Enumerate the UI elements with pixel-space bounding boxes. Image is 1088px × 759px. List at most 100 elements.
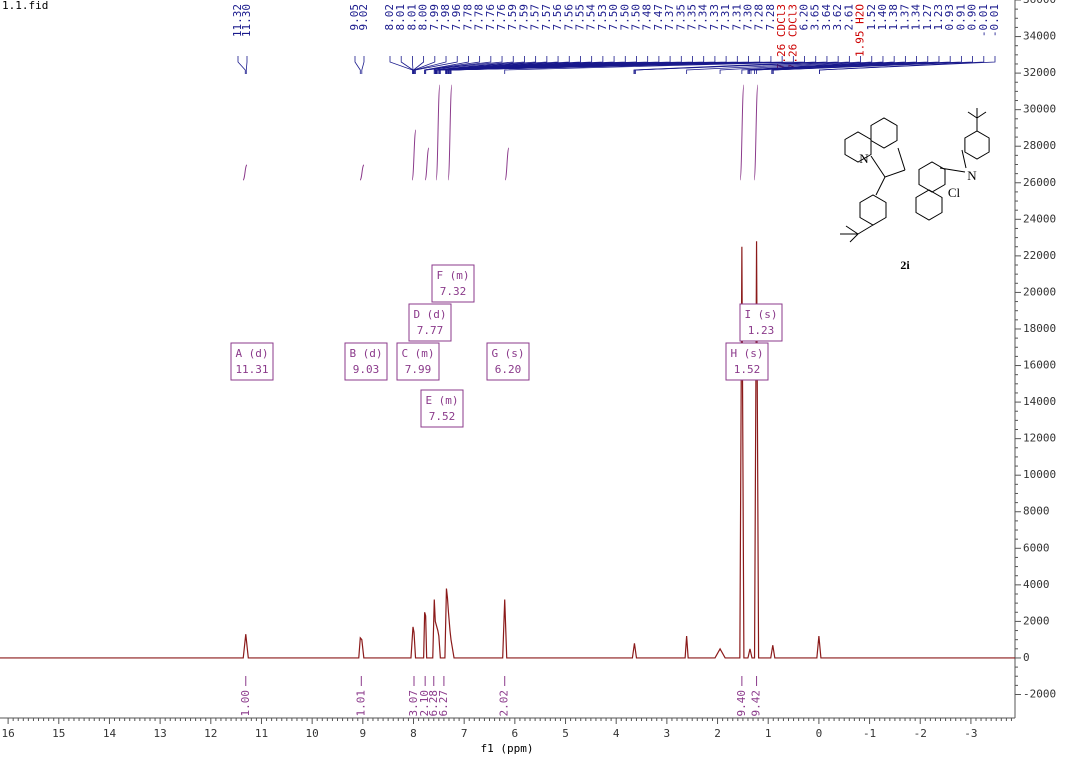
peak-leader: [756, 56, 940, 74]
peak-label: 7.34: [697, 4, 710, 31]
x-tick-label: 14: [103, 727, 117, 740]
peak-label: 1.23: [932, 4, 945, 31]
multiplet-name: E (m): [425, 394, 458, 407]
peak-leader: [719, 56, 861, 74]
bond: [870, 155, 886, 178]
structure: N N Cl 2i: [818, 98, 996, 274]
multiplet-shift: 7.99: [405, 363, 432, 376]
x-tick-label: 1: [765, 727, 772, 740]
integral-curve: [753, 84, 759, 181]
multiplet-box: [486, 342, 530, 381]
peak-leader: [354, 56, 361, 74]
x-tick-label: 13: [154, 727, 167, 740]
peak-label: 7.53: [596, 4, 609, 31]
peak-label: 7.50: [607, 4, 620, 31]
x-tick-label: 12: [204, 727, 217, 740]
multiplet-name: H (s): [730, 347, 763, 360]
peak-label: 1.38: [887, 4, 900, 31]
x-tick-label: -1: [863, 727, 876, 740]
peak-label: 7.50: [629, 4, 642, 31]
integral-curve: [424, 147, 430, 181]
peak-leader: [413, 56, 436, 74]
integral-label: 1.00: [239, 690, 252, 717]
peak-label: 7.57: [540, 4, 553, 31]
peak-label: -0.01: [988, 4, 1001, 37]
y-tick-label: 22000: [1023, 249, 1056, 262]
peak-label: 7.56: [562, 4, 575, 31]
y-tick-label: 10000: [1023, 468, 1056, 481]
peak-label: 8.02: [383, 4, 396, 31]
peak-label: 7.35: [674, 4, 687, 31]
peak-label: 7.98: [439, 4, 452, 31]
spectrum-line: [0, 241, 1015, 659]
y-tick-label: 12000: [1023, 432, 1056, 445]
peak-label: 7.50: [618, 4, 631, 31]
integral-label: 6.27: [437, 690, 450, 717]
multiplet-shift: 9.03: [353, 363, 380, 376]
multiplet-name: I (s): [744, 308, 777, 321]
ring: [964, 130, 990, 160]
integral-label: 3.07: [407, 690, 420, 717]
peak-label: 7.96: [450, 4, 463, 31]
x-tick-label: 10: [306, 727, 319, 740]
peak-label: 7.99: [428, 4, 441, 31]
peak-label: 7.31: [730, 4, 743, 31]
bond: [967, 111, 978, 119]
x-tick-label: 8: [410, 727, 417, 740]
peak-label: 7.76: [495, 4, 508, 31]
structure-label: 2i: [900, 258, 910, 272]
multiplet-shift: 7.52: [429, 410, 456, 423]
bond: [857, 224, 874, 235]
peak-label: 7.37: [663, 4, 676, 31]
integral-curve: [739, 84, 745, 181]
x-tick-label: 9: [360, 727, 367, 740]
multiplet-name: D (d): [413, 308, 446, 321]
ring: [870, 117, 898, 149]
peak-leader: [504, 56, 805, 74]
x-tick-label: 11: [255, 727, 268, 740]
peak-label: 1.37: [898, 4, 911, 31]
y-tick-label: 0: [1023, 651, 1030, 664]
peak-label: 8.01: [405, 4, 418, 31]
integral-curve: [242, 164, 248, 181]
y-tick-label: 36000: [1023, 0, 1056, 6]
atom: Cl: [948, 185, 961, 200]
peak-label: 7.78: [461, 4, 474, 31]
multiplet-box: [408, 303, 452, 342]
integral-label: 9.40: [735, 690, 748, 717]
integral-label: 2.02: [498, 690, 511, 717]
y-tick-label: 18000: [1023, 322, 1056, 335]
x-tick-label: -2: [914, 727, 927, 740]
integral-curve: [411, 129, 417, 181]
integral-label: 1.01: [354, 690, 367, 717]
peak-label: 1.40: [876, 4, 889, 31]
peak-label: 3.62: [831, 4, 844, 31]
peak-label: 7.76: [484, 4, 497, 31]
integral-curve: [504, 147, 510, 181]
x-tick-label: 3: [664, 727, 671, 740]
y-tick-label: 20000: [1023, 285, 1056, 298]
peak-label: 7.78: [473, 4, 486, 31]
peak-leader: [414, 56, 447, 74]
peak-label: 7.28: [753, 4, 766, 31]
peak-leader: [741, 56, 873, 74]
multiplet-box: [344, 342, 388, 381]
chart-title: 1.1.fid: [2, 0, 48, 12]
y-tick-label: 2000: [1023, 614, 1050, 627]
peak-label: 7.59: [506, 4, 519, 31]
multiplet-box: [420, 389, 464, 428]
peak-label: 7.35: [686, 4, 699, 31]
peak-leader: [818, 56, 996, 74]
x-tick-label: 6: [512, 727, 519, 740]
y-tick-label: -2000: [1023, 688, 1056, 701]
peak-label: 7.28: [764, 4, 777, 31]
peak-label: 9.02: [357, 4, 370, 31]
x-tick-label: 2: [714, 727, 721, 740]
peak-leader: [237, 56, 246, 74]
bond: [875, 176, 886, 196]
peak-label: 7.26 CDCl3: [786, 4, 799, 70]
integral-label: 2.10: [418, 690, 431, 717]
bond: [939, 167, 966, 173]
peak-label: 0.93: [943, 4, 956, 31]
multiplet-name: G (s): [491, 347, 524, 360]
